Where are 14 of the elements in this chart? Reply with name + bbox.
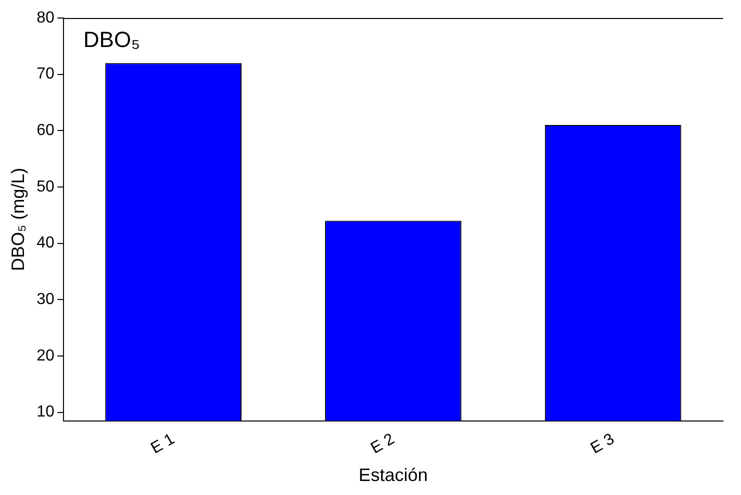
y-axis-title: DBO₅ (mg/L): [8, 168, 28, 272]
x-axis-title: Estación: [358, 465, 428, 486]
x-tick-label: E 2: [368, 430, 398, 458]
y-tick-label: 40: [36, 234, 54, 252]
y-tick-label: 70: [36, 66, 54, 83]
y-tick-label: 50: [36, 178, 54, 196]
y-tick-label: 20: [36, 347, 54, 364]
y-tick-label: 80: [36, 9, 54, 26]
y-tick-label: 30: [36, 291, 54, 308]
chart-title: DBO₅: [83, 27, 140, 52]
y-tick-label: 10: [36, 404, 54, 421]
x-tick-label: E 1: [148, 430, 178, 458]
y-tick-label: 60: [36, 122, 54, 140]
x-tick-label: E 3: [588, 430, 618, 458]
